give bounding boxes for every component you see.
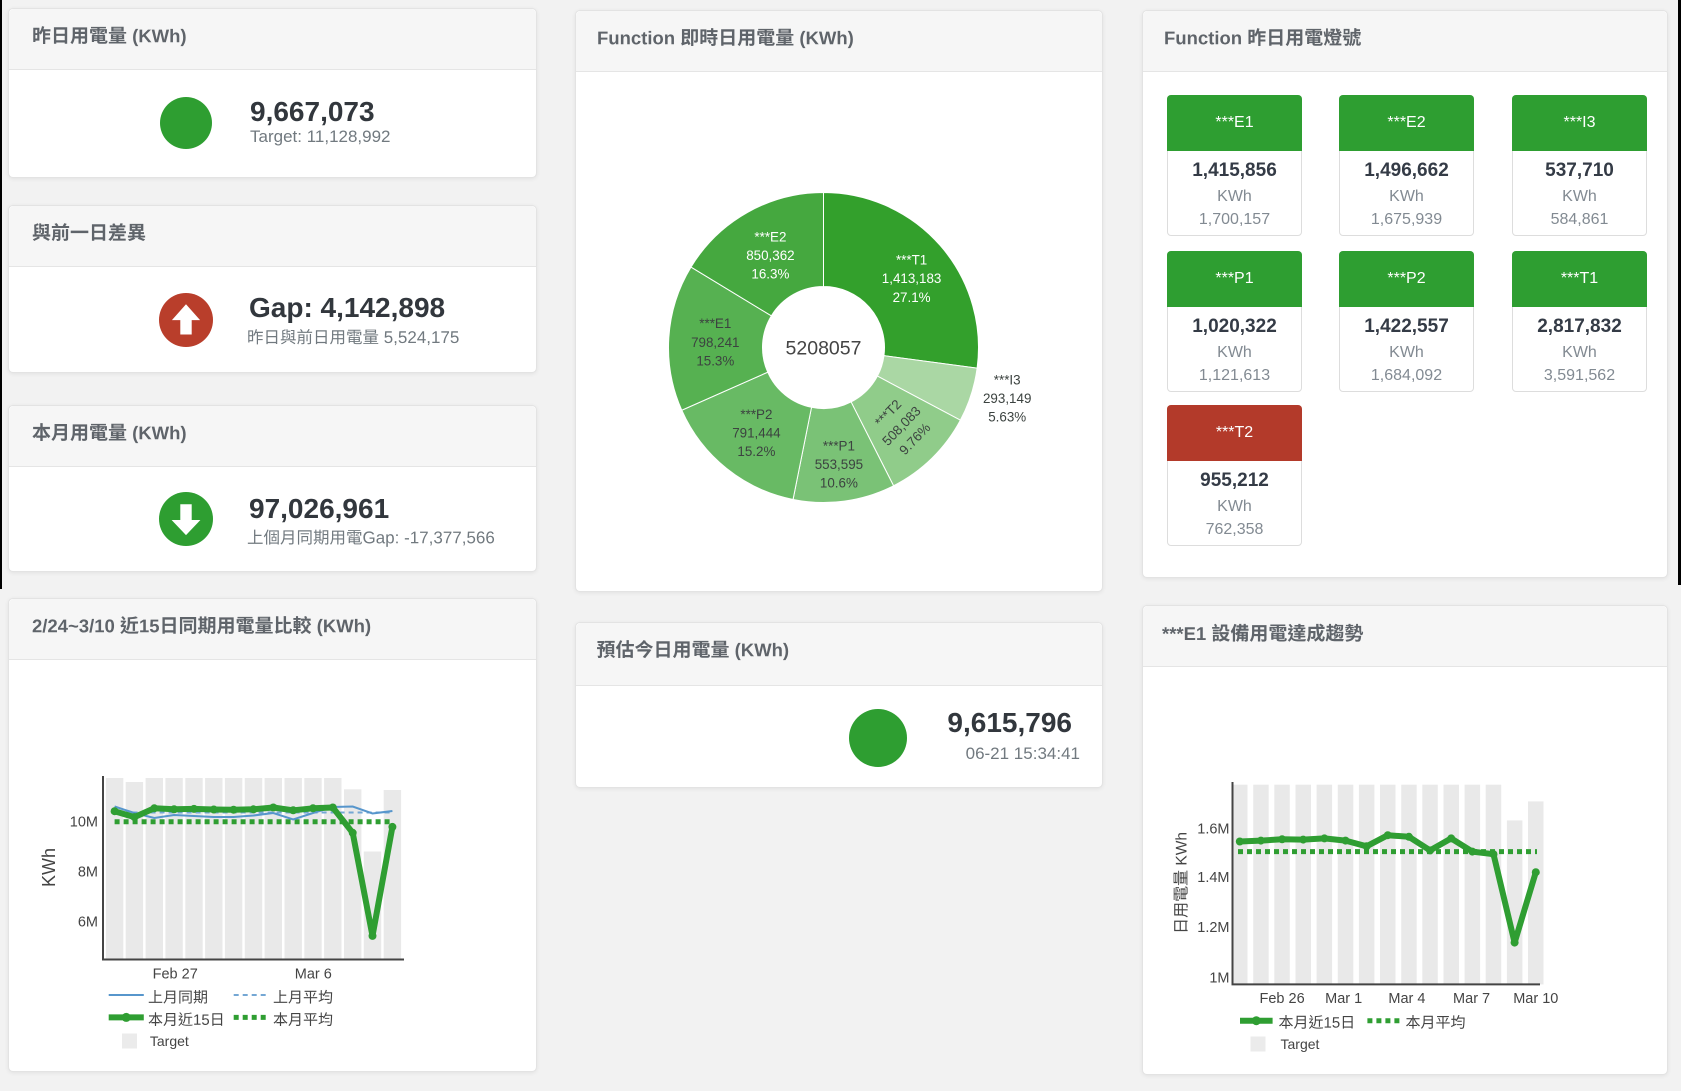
svg-text:15.2%: 15.2% bbox=[737, 444, 775, 459]
svg-text:8M: 8M bbox=[78, 865, 98, 881]
svg-text:Target: Target bbox=[1281, 1036, 1320, 1052]
svg-text:Feb 27: Feb 27 bbox=[153, 967, 198, 983]
svg-text:293,149: 293,149 bbox=[983, 391, 1031, 406]
svg-text:850,362: 850,362 bbox=[746, 248, 794, 263]
svg-text:1,413,183: 1,413,183 bbox=[882, 271, 942, 286]
svg-text:1.6M: 1.6M bbox=[1197, 821, 1229, 837]
svg-text:5.63%: 5.63% bbox=[988, 410, 1026, 425]
svg-text:10.6%: 10.6% bbox=[820, 476, 858, 491]
svg-text:27.1%: 27.1% bbox=[893, 290, 931, 305]
svg-text:6M: 6M bbox=[78, 915, 98, 931]
svg-text:791,444: 791,444 bbox=[732, 426, 781, 441]
svg-text:KWh: KWh bbox=[39, 848, 59, 887]
svg-text:Mar 6: Mar 6 bbox=[295, 967, 332, 983]
svg-text:Feb 26: Feb 26 bbox=[1260, 991, 1305, 1007]
svg-text:553,595: 553,595 bbox=[815, 457, 863, 472]
svg-text:***I3: ***I3 bbox=[994, 372, 1021, 387]
svg-text:***P1: ***P1 bbox=[823, 439, 855, 454]
svg-text:Mar 4: Mar 4 bbox=[1388, 991, 1425, 1007]
svg-text:10M: 10M bbox=[70, 815, 98, 831]
svg-text:Mar 1: Mar 1 bbox=[1325, 991, 1362, 1007]
svg-text:Mar 10: Mar 10 bbox=[1513, 991, 1558, 1007]
svg-text:15.3%: 15.3% bbox=[696, 353, 734, 368]
svg-text:***P2: ***P2 bbox=[740, 407, 772, 422]
svg-text:1M: 1M bbox=[1209, 970, 1229, 986]
svg-text:16.3%: 16.3% bbox=[751, 267, 789, 282]
svg-text:5208057: 5208057 bbox=[786, 338, 862, 360]
svg-text:***E2: ***E2 bbox=[754, 229, 786, 244]
svg-text:Target: Target bbox=[150, 1033, 189, 1049]
svg-text:***T1: ***T1 bbox=[896, 253, 927, 268]
svg-text:***E1: ***E1 bbox=[699, 316, 731, 331]
svg-text:798,241: 798,241 bbox=[691, 335, 739, 350]
svg-text:1.4M: 1.4M bbox=[1197, 870, 1229, 886]
svg-text:Mar 7: Mar 7 bbox=[1453, 991, 1490, 1007]
svg-text:1.2M: 1.2M bbox=[1197, 920, 1229, 936]
